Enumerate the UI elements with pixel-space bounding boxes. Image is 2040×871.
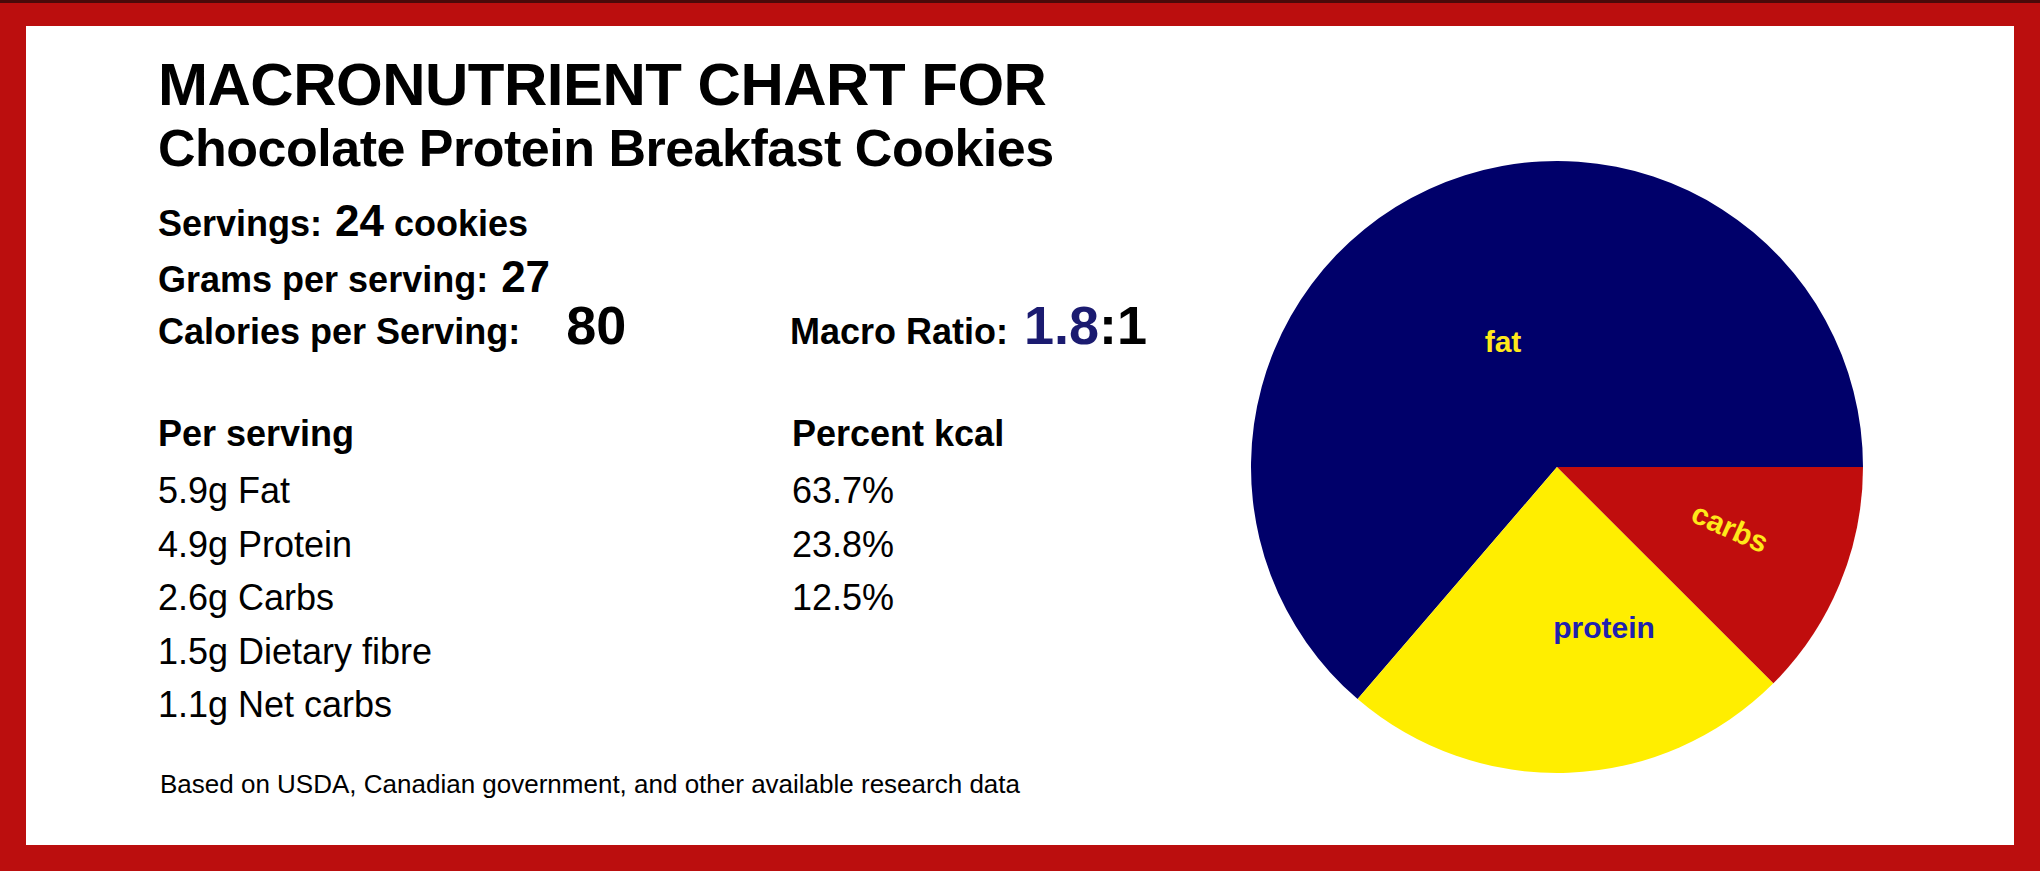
top-edge-line <box>0 0 2040 3</box>
macronutrient-pie-chart: fat protein carbs <box>1237 147 1877 787</box>
table-row-amount: 4.9g Protein <box>158 518 432 572</box>
per-serving-header: Per serving <box>158 413 354 455</box>
table-row-percent: 12.5% <box>792 571 894 625</box>
table-row-amount: 5.9g Fat <box>158 464 432 518</box>
calories-per-serving-line: Calories per Serving: 80 <box>158 294 626 356</box>
calories-value: 80 <box>566 295 626 355</box>
servings-value: 24 <box>335 196 384 245</box>
table-row-percent: 23.8% <box>792 518 894 572</box>
page-title: MACRONUTRIENT CHART FOR <box>158 50 1046 119</box>
page-subtitle: Chocolate Protein Breakfast Cookies <box>158 118 1054 178</box>
percent-kcal-rows: 63.7% 23.8% 12.5% <box>792 464 894 625</box>
servings-label: Servings: <box>158 203 322 244</box>
macro-ratio-label: Macro Ratio: <box>790 311 1008 352</box>
table-row-amount: 2.6g Carbs <box>158 571 432 625</box>
percent-kcal-header: Percent kcal <box>792 413 1004 455</box>
pie-label-protein: protein <box>1553 611 1655 644</box>
source-note: Based on USDA, Canadian government, and … <box>160 769 1020 800</box>
calories-label: Calories per Serving: <box>158 311 520 352</box>
servings-line: Servings: 24 cookies <box>158 196 528 246</box>
macro-ratio-line: Macro Ratio: 1.8:1 <box>790 294 1147 356</box>
table-row-amount: 1.5g Dietary fibre <box>158 625 432 679</box>
pie-label-fat: fat <box>1485 325 1522 358</box>
macro-ratio-value: 1.8 <box>1024 295 1099 355</box>
macro-ratio-suffix: :1 <box>1099 295 1147 355</box>
per-serving-rows: 5.9g Fat 4.9g Protein 2.6g Carbs 1.5g Di… <box>158 464 432 732</box>
table-row-amount: 1.1g Net carbs <box>158 678 432 732</box>
table-row-percent: 63.7% <box>792 464 894 518</box>
servings-unit: cookies <box>394 203 528 244</box>
